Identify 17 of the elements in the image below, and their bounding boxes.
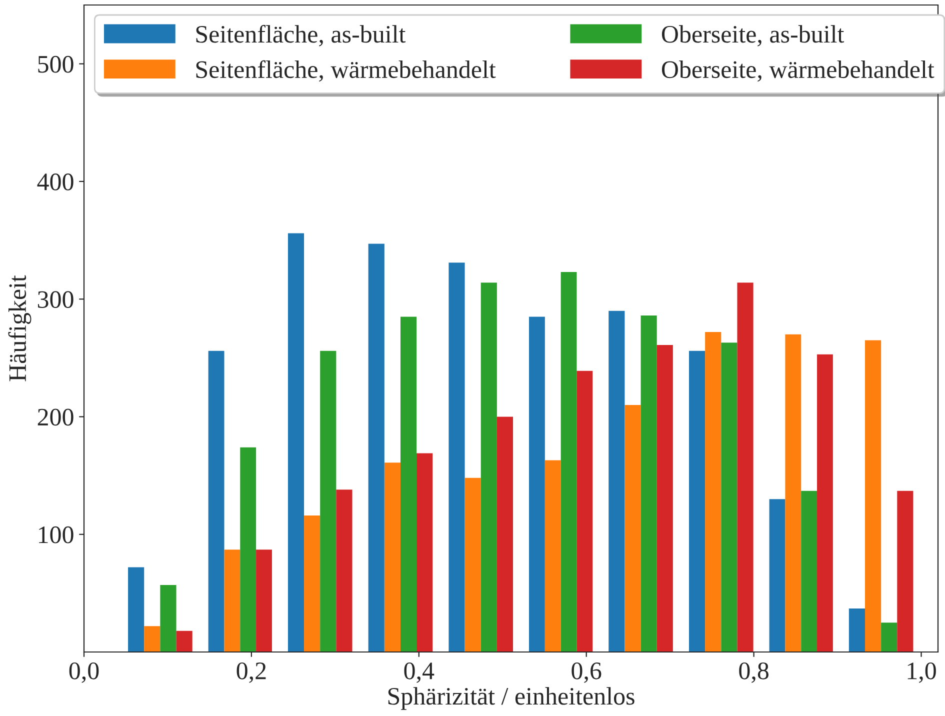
y-tick-label: 500 — [38, 56, 74, 73]
y-tick-label: 200 — [38, 408, 74, 426]
x-tick-label: 0,0 — [69, 662, 99, 683]
x-tick-label: 0,8 — [739, 662, 768, 683]
legend-label: Seitenfläche, as-built — [196, 24, 406, 46]
x-tick-label: 1,0 — [908, 662, 936, 683]
y-tick-label: 300 — [38, 291, 74, 308]
y-axis-title: Häufigkeit — [8, 275, 32, 382]
legend-label: Seitenfläche, wärmebehandelt — [196, 60, 496, 82]
x-tick-label: 0,6 — [572, 662, 602, 683]
y-tick-label: 400 — [37, 174, 74, 190]
y-tick-label: 100 — [38, 526, 74, 544]
legend-label: Oberseite, wärmebehandelt — [662, 60, 934, 82]
x-tick-label: 0,2 — [236, 662, 266, 683]
x-axis-title: Sphärizität / einheitenlos — [388, 687, 634, 710]
legend-label: Oberseite, as-built — [662, 25, 844, 46]
x-tick-label: 0,4 — [404, 662, 434, 683]
